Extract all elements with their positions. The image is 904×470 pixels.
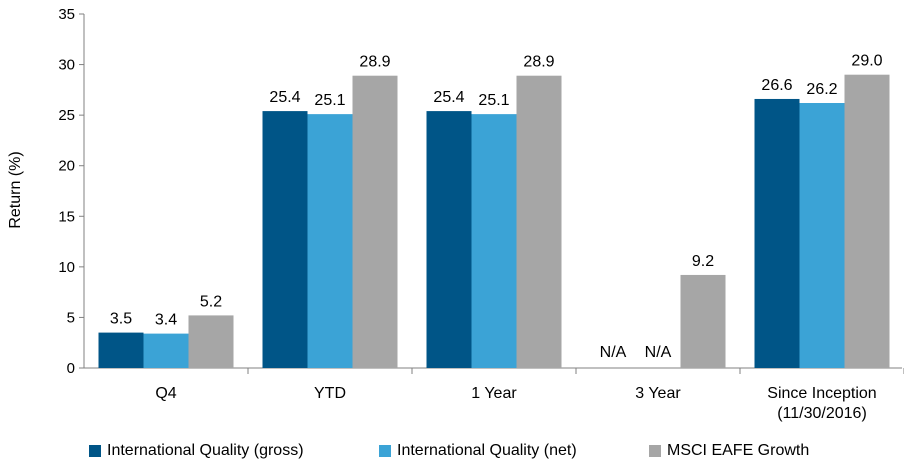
legend-swatch (379, 445, 391, 457)
data-label: 25.1 (314, 92, 345, 109)
y-tick-label: 0 (67, 360, 75, 377)
x-tick-label: YTD (314, 385, 346, 402)
bars (98, 74, 890, 369)
data-label: 28.9 (359, 54, 390, 71)
x-tick-label: Since Inception (11/30/2016) (767, 385, 876, 422)
y-tick-label: 30 (58, 57, 75, 74)
bar (471, 114, 517, 368)
legend-label: International Quality (net) (397, 442, 577, 459)
bar (754, 98, 800, 369)
bar (307, 114, 353, 368)
bar (516, 75, 562, 368)
bar (262, 111, 308, 369)
data-label: 26.6 (761, 77, 792, 94)
bar (844, 74, 890, 368)
data-label: 3.5 (110, 311, 132, 328)
x-tick-label: Q4 (155, 385, 176, 402)
data-label: 9.2 (692, 253, 714, 270)
bar (799, 103, 845, 369)
data-label: 5.2 (200, 293, 222, 310)
legend-item: MSCI EAFE Growth (649, 439, 809, 463)
legend-label: International Quality (gross) (107, 442, 304, 459)
x-tick-label: 1 Year (471, 385, 517, 402)
data-label: 26.2 (806, 81, 837, 98)
legend-swatch (649, 445, 661, 457)
legend-item: International Quality (net) (379, 439, 577, 463)
data-label: 3.4 (155, 312, 177, 329)
y-tick-label: 5 (67, 309, 75, 326)
data-label: 25.4 (433, 89, 464, 106)
y-tick-label: 20 (58, 158, 75, 175)
data-label: 25.1 (478, 92, 509, 109)
x-tick-label: 3 Year (635, 385, 681, 402)
axes: 0 5 10 15 20 25 30 35 Q4 YTD 1 Year 3 Year Since Inc… (58, 6, 904, 422)
data-label: 28.9 (523, 54, 554, 71)
y-tick-label: 15 (58, 208, 75, 225)
data-label: N/A (600, 344, 627, 361)
bar (143, 333, 189, 368)
y-tick-label: 25 (58, 107, 75, 124)
data-labels: 3.5 25.4 25.4 N/A 26.6 3.4 25.1 25.1 N/A 26.2 5.2 2… (110, 53, 883, 361)
data-label: 29.0 (851, 53, 882, 70)
bar (680, 274, 726, 368)
data-label: N/A (645, 344, 672, 361)
legend-label: MSCI EAFE Growth (667, 442, 810, 459)
legend-swatch (89, 445, 101, 457)
y-tick-label: 10 (58, 259, 75, 276)
legend: International Quality (gross) Internation… (0, 439, 904, 463)
bar (188, 315, 234, 368)
legend-item: International Quality (gross) (89, 439, 304, 463)
y-axis-title: Return (%) (7, 151, 24, 228)
bar (98, 332, 144, 368)
data-label: 25.4 (269, 89, 300, 106)
bar (352, 75, 398, 368)
bar (426, 111, 472, 369)
y-tick-label: 35 (58, 6, 75, 23)
